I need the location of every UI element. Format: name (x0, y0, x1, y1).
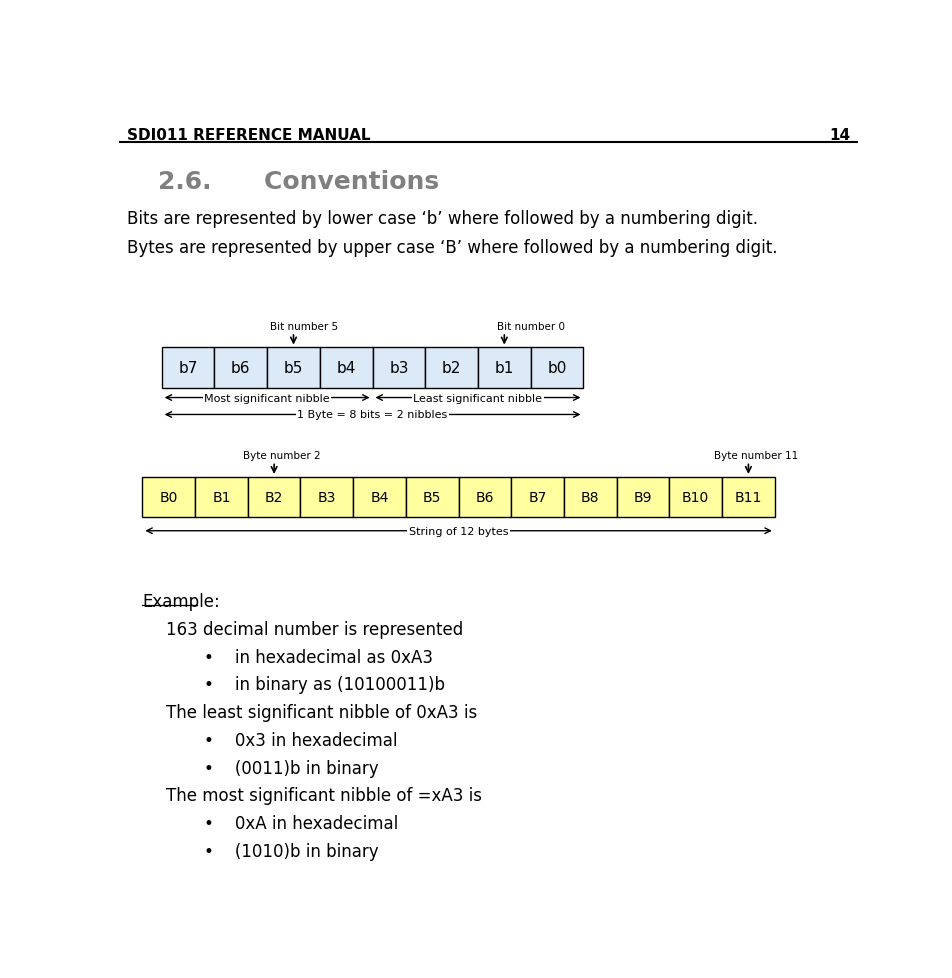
Bar (616, 477, 668, 517)
Bar (267, 348, 320, 388)
Text: b3: b3 (388, 361, 408, 376)
Bar (162, 348, 214, 388)
Text: B9: B9 (633, 490, 651, 505)
Bar (320, 348, 372, 388)
Bar (142, 477, 195, 517)
Bar (722, 477, 774, 517)
Text: B1: B1 (212, 490, 230, 505)
Bar (425, 348, 478, 388)
Text: Least significant nibble: Least significant nibble (413, 393, 542, 403)
Text: B4: B4 (370, 490, 388, 505)
Bar (372, 348, 425, 388)
Text: b0: b0 (546, 361, 566, 376)
Text: B2: B2 (265, 490, 283, 505)
Text: b1: b1 (494, 361, 513, 376)
Text: 163 decimal number is represented: 163 decimal number is represented (166, 620, 463, 639)
Text: Example:: Example: (142, 593, 220, 610)
Text: The least significant nibble of 0xA3 is: The least significant nibble of 0xA3 is (166, 703, 476, 722)
Text: B6: B6 (475, 490, 494, 505)
Text: b5: b5 (284, 361, 303, 376)
Text: Bit number 5: Bit number 5 (270, 321, 338, 332)
Text: Bits are represented by lower case ‘b’ where followed by a numbering digit.: Bits are represented by lower case ‘b’ w… (127, 209, 757, 228)
Text: Bit number 0: Bit number 0 (496, 321, 564, 332)
Text: SDI011 REFERENCE MANUAL: SDI011 REFERENCE MANUAL (127, 128, 370, 143)
Bar (510, 477, 564, 517)
Bar (214, 348, 267, 388)
Text: •    (1010)b in binary: • (1010)b in binary (204, 842, 379, 860)
Bar (564, 477, 616, 517)
Text: b6: b6 (230, 361, 250, 376)
Text: Byte number 2: Byte number 2 (243, 451, 321, 461)
Bar (248, 477, 300, 517)
Text: B7: B7 (527, 490, 546, 505)
Bar (530, 348, 583, 388)
Text: 2.6.      Conventions: 2.6. Conventions (158, 169, 439, 194)
Text: 1 Byte = 8 bits = 2 nibbles: 1 Byte = 8 bits = 2 nibbles (297, 410, 447, 420)
Bar (668, 477, 722, 517)
Text: Bytes are represented by upper case ‘B’ where followed by a numbering digit.: Bytes are represented by upper case ‘B’ … (127, 239, 777, 257)
Text: B3: B3 (317, 490, 336, 505)
Text: b7: b7 (178, 361, 198, 376)
Bar (406, 477, 458, 517)
Bar (300, 477, 353, 517)
Text: The most significant nibble of =xA3 is: The most significant nibble of =xA3 is (166, 786, 481, 805)
Text: B10: B10 (682, 490, 708, 505)
Text: B11: B11 (734, 490, 762, 505)
Text: Most significant nibble: Most significant nibble (204, 393, 329, 403)
Text: B5: B5 (423, 490, 441, 505)
Bar (478, 348, 530, 388)
Bar (353, 477, 406, 517)
Bar (458, 477, 510, 517)
Text: B0: B0 (159, 490, 178, 505)
Text: •    0x3 in hexadecimal: • 0x3 in hexadecimal (204, 732, 397, 749)
Text: •    0xA in hexadecimal: • 0xA in hexadecimal (204, 815, 398, 832)
Text: •    in hexadecimal as 0xA3: • in hexadecimal as 0xA3 (204, 648, 433, 666)
Bar (195, 477, 248, 517)
Text: String of 12 bytes: String of 12 bytes (408, 526, 507, 536)
Text: B8: B8 (581, 490, 599, 505)
Text: b4: b4 (336, 361, 355, 376)
Text: •    in binary as (10100011)b: • in binary as (10100011)b (204, 676, 445, 693)
Text: 14: 14 (828, 128, 849, 143)
Text: b2: b2 (442, 361, 461, 376)
Text: •    (0011)b in binary: • (0011)b in binary (204, 759, 379, 777)
Text: Byte number 11: Byte number 11 (713, 451, 797, 461)
